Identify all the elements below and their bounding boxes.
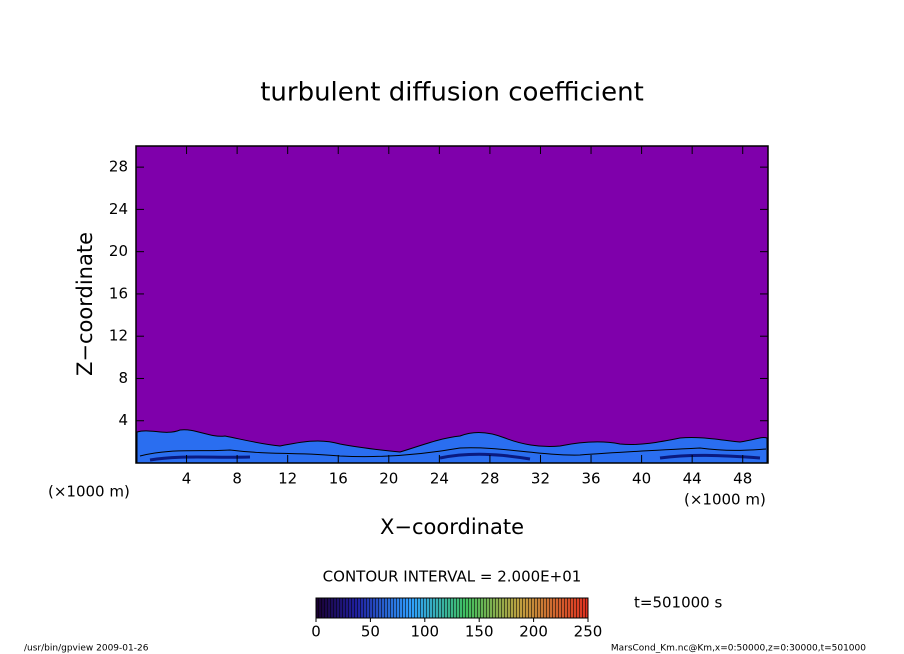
y-tick-label: 16 (109, 284, 128, 302)
colorbar-tick-label: 200 (519, 623, 548, 641)
contour-field (136, 146, 768, 463)
x-tick-label: 44 (683, 470, 702, 488)
x-tick-label: 36 (581, 470, 600, 488)
x-tick-label: 24 (430, 470, 449, 488)
colorbar-tick-label: 250 (574, 623, 603, 641)
y-tick-label: 28 (109, 158, 128, 176)
y-tick-label: 8 (118, 369, 128, 387)
plot-frame (135, 145, 769, 464)
colorbar-tick-label: 100 (410, 623, 439, 641)
turbulent-layer (136, 429, 768, 464)
y-tick-label: 4 (118, 411, 128, 429)
colorbar-tick-label: 150 (465, 623, 494, 641)
contour-interval: CONTOUR INTERVAL = 2.000E+01 (323, 568, 582, 586)
y-axis-label: Z−coordinate (73, 232, 97, 376)
y-tick-label: 24 (109, 200, 128, 218)
time-label: t=501000 s (634, 594, 722, 612)
axis-unit: (×1000 m) (684, 491, 766, 509)
axis-unit: (×1000 m) (48, 483, 130, 501)
x-axis-label: X−coordinate (380, 515, 524, 539)
contour-line (149, 452, 761, 462)
x-tick-label: 20 (379, 470, 398, 488)
x-tick-label: 40 (632, 470, 651, 488)
y-tick-label: 12 (109, 327, 128, 345)
x-tick-label: 48 (733, 470, 752, 488)
footer-left: /usr/bin/gpview 2009-01-26 (24, 644, 149, 654)
colorbar-tick-label: 50 (361, 623, 380, 641)
footer-right: MarsCond_Km.nc@Km,x=0:50000,z=0:30000,t=… (611, 644, 866, 654)
colorbar-tick-label: 0 (311, 623, 321, 641)
y-tick-label: 20 (109, 242, 128, 260)
chart-title: turbulent diffusion coefficient (260, 78, 644, 108)
contour-line (139, 447, 767, 458)
colorbar-frame (315, 597, 589, 619)
x-tick-label: 4 (182, 470, 192, 488)
x-tick-label: 32 (531, 470, 550, 488)
x-tick-label: 12 (278, 470, 297, 488)
x-tick-label: 16 (329, 470, 348, 488)
x-tick-label: 8 (232, 470, 242, 488)
x-tick-label: 28 (480, 470, 499, 488)
